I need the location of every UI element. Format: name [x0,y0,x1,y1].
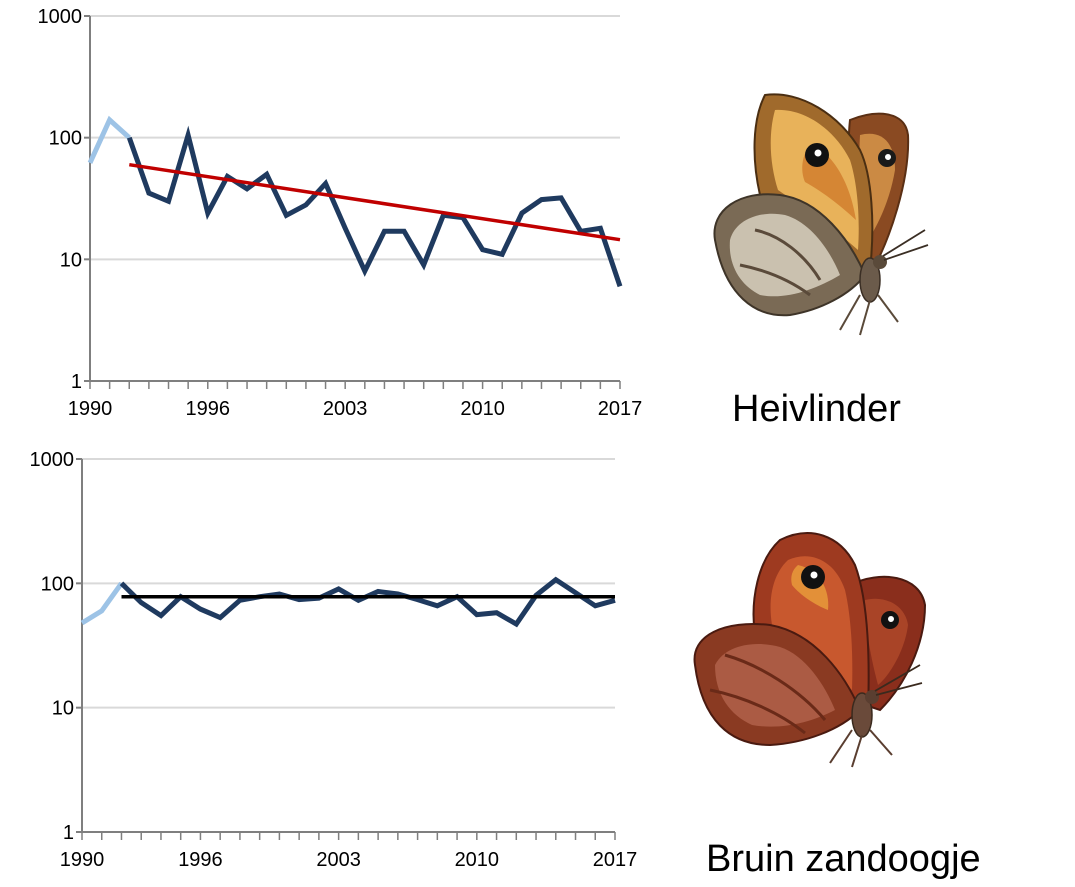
series-line-index [126,125,623,288]
x-tick-label: 2003 [316,849,361,871]
y-tick-label: 10 [60,249,82,271]
y-tick-label: 100 [49,128,82,150]
y-tick-label: 1 [71,371,82,393]
series-line-early-years [80,581,124,626]
x-tick-label: 2017 [598,398,643,420]
x-tick-label: 2017 [593,849,638,871]
x-tick-label: 1990 [60,849,105,871]
chart-heivlinder: 1000 100 10 1 1990 1996 2003 2010 2017 [38,6,643,420]
y-tick-label: 1 [63,822,74,844]
series-line-index [119,576,616,628]
x-tick-label: 2010 [460,398,505,420]
chart-bruin-zandoogje: 1000 100 10 1 1990 1996 2003 2010 2017 [30,449,638,871]
species-label-bruin-zandoogje: Bruin zandoogje [706,838,981,880]
series-line-early-years [87,115,131,164]
grayling-butterfly-icon [713,93,929,336]
x-tick-label: 2010 [455,849,500,871]
x-tick-label: 1996 [178,849,223,871]
x-tick-label: 2003 [323,398,368,420]
y-tick-label: 1000 [30,449,75,471]
y-tick-label: 1000 [38,6,83,28]
y-tick-label: 10 [52,698,74,720]
meadow-brown-butterfly-icon [693,532,927,768]
x-tick-label: 1990 [68,398,113,420]
y-tick-label: 100 [41,573,74,595]
species-label-heivlinder: Heivlinder [732,388,901,430]
x-tick-label: 1996 [186,398,231,420]
series-line-trend [129,162,621,242]
